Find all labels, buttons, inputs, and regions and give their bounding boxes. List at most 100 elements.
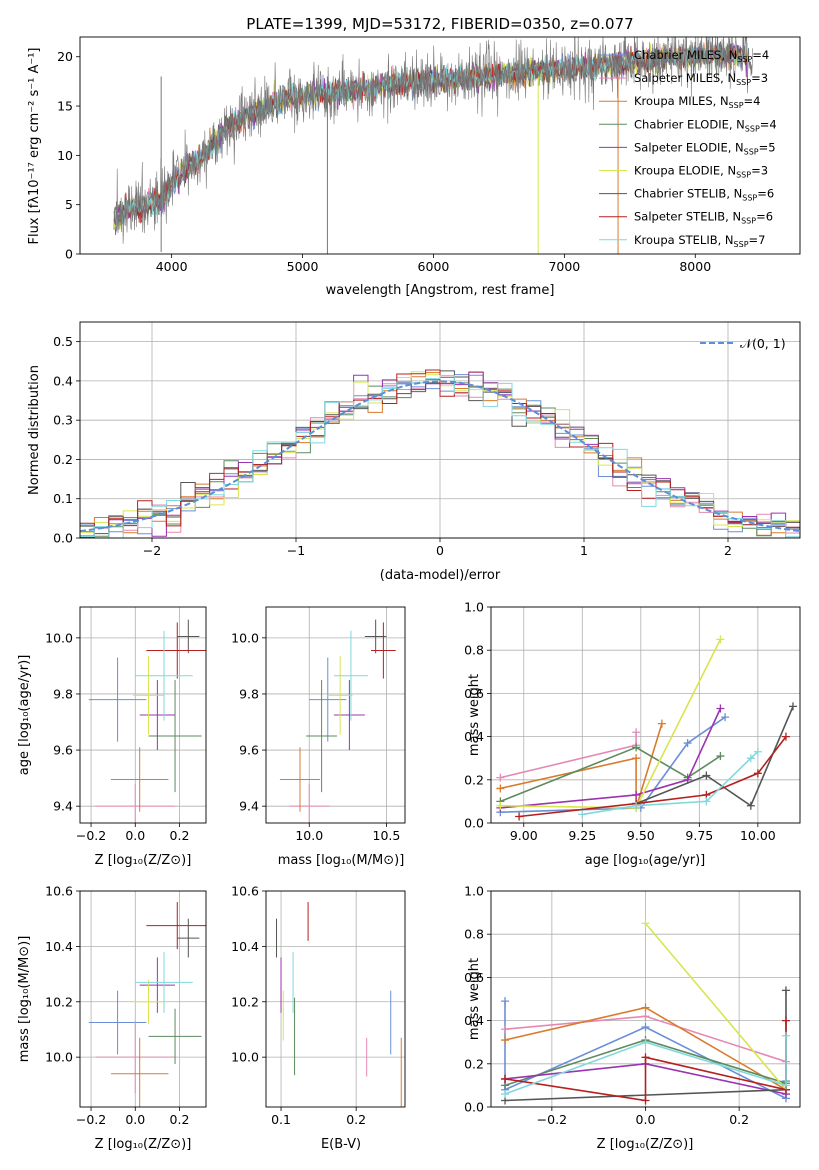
- weight-age-xlabel: age [log₁₀(age/yr)]: [585, 853, 706, 868]
- y-tick-label: 1.0: [464, 600, 484, 615]
- weight-lines: [496, 635, 797, 821]
- histogram-xlabel: (data-model)/error: [380, 568, 501, 583]
- axes-frame: [79, 36, 801, 255]
- weight-line-6: [644, 922, 787, 1091]
- weight-marker: [753, 747, 762, 756]
- x-tick-label: 0.2: [170, 1112, 190, 1127]
- x-tick-label: 9.00: [510, 828, 538, 843]
- weight-marker: [753, 769, 762, 778]
- weight-line-4: [500, 746, 721, 803]
- weight-marker: [641, 1003, 650, 1012]
- y-tick-label: 0.2: [464, 1056, 484, 1071]
- axes-frame: [490, 890, 801, 1108]
- weight-z-plot: −0.2 0.0 0.2 0.0 0.2 0.4 0.6 0.8 1.0: [464, 884, 801, 1127]
- weight-marker: [501, 1074, 510, 1083]
- errorbars: [276, 902, 402, 1107]
- y-tick-label: 0.1: [53, 491, 73, 506]
- legend-label: Salpeter STELIB, NSSP=6: [634, 210, 773, 226]
- spectrum-ylabel: Flux [fλ10⁻¹⁷ erg cm⁻² s⁻¹ A⁻¹]: [27, 48, 42, 245]
- weight-marker: [781, 1016, 790, 1025]
- spectrum-plot: 4000 5000 6000 7000 8000 0 5 10 15 20 Chabrier MIL…: [57, 36, 801, 274]
- weight-line-5: [500, 708, 722, 809]
- legend-label: Kroupa STELIB, NSSP=7: [634, 233, 765, 249]
- y-tick-label: 9.4: [239, 799, 259, 814]
- z-mass-xlabel: Z [log₁₀(Z/Z⊙)]: [95, 1137, 192, 1152]
- histogram-series-8: [80, 369, 800, 538]
- weight-age-plot: 9.00 9.25 9.50 9.75 10.00 0.0 0.2 0.4 0.6 0.8 1.0: [464, 600, 801, 843]
- y-tick-label: 10.6: [45, 884, 73, 899]
- y-tick-label: 9.8: [239, 686, 259, 701]
- weight-marker: [632, 801, 641, 810]
- x-tick-label: 0.2: [170, 828, 190, 843]
- weight-marker: [781, 1031, 790, 1040]
- legend-label: Salpeter MILES, NSSP=3: [634, 71, 768, 87]
- errorbars: [88, 619, 206, 823]
- weight-marker: [632, 790, 641, 799]
- y-tick-label: 10.6: [231, 884, 259, 899]
- y-tick-label: 0.3: [53, 413, 73, 428]
- spectrum-lines: [113, 37, 753, 254]
- z-age-xlabel: Z [log₁₀(Z/Z⊙)]: [95, 853, 192, 868]
- axes-frame: [265, 606, 406, 824]
- weight-marker: [515, 812, 524, 821]
- weight-marker: [702, 771, 711, 780]
- spectrum-xlabel: wavelength [Angstrom, rest frame]: [326, 283, 555, 298]
- weight-marker: [746, 754, 755, 763]
- x-tick-label: 6000: [418, 259, 450, 274]
- weight-line-3: [500, 723, 663, 809]
- weight-marker: [496, 784, 505, 793]
- weight-z-ylabel: mass weight: [467, 958, 482, 1040]
- legend-label: 𝒩(0, 1): [740, 336, 786, 351]
- x-tick-label: 0.1: [271, 1112, 291, 1127]
- weight-marker: [501, 1036, 510, 1045]
- weight-marker: [632, 728, 641, 737]
- y-tick-label: 0.5: [53, 334, 73, 349]
- x-tick-label: 2: [724, 543, 732, 558]
- y-tick-label: 0.8: [464, 927, 484, 942]
- y-tick-label: 0.0: [464, 1100, 484, 1115]
- x-tick-label: −2: [143, 543, 161, 558]
- histogram-bars: [80, 369, 800, 538]
- x-tick-label: −0.2: [537, 1112, 567, 1127]
- axes-frame: [265, 890, 406, 1108]
- legend-label: Chabrier ELODIE, NSSP=4: [634, 117, 777, 133]
- weight-marker: [641, 1096, 650, 1105]
- x-tick-label: 9.75: [685, 828, 713, 843]
- y-tick-label: 0: [65, 247, 73, 262]
- errorbars: [88, 902, 206, 1107]
- weight-marker: [641, 1038, 650, 1047]
- weight-marker: [641, 1023, 650, 1032]
- y-tick-label: 0.2: [53, 452, 73, 467]
- legend-label: Kroupa ELODIE, NSSP=3: [634, 164, 768, 180]
- y-tick-label: 10.0: [45, 1050, 73, 1065]
- mass-age-xlabel: mass [log₁₀(M/M⊙)]: [278, 853, 405, 868]
- y-tick-label: 9.4: [53, 799, 73, 814]
- weight-marker: [632, 754, 641, 763]
- x-tick-label: 9.50: [627, 828, 655, 843]
- y-tick-label: 10.4: [45, 939, 73, 954]
- x-tick-label: 0.0: [125, 1112, 145, 1127]
- y-tick-label: 0.0: [53, 531, 73, 546]
- x-tick-label: 5000: [287, 259, 319, 274]
- y-tick-label: 0.4: [464, 729, 484, 744]
- y-tick-label: 15: [57, 99, 73, 114]
- histogram-series-9: [80, 375, 800, 538]
- weight-marker: [781, 732, 790, 741]
- x-tick-label: 10.5: [373, 828, 401, 843]
- axes-frame: [79, 321, 801, 539]
- y-tick-label: 0.6: [464, 686, 484, 701]
- x-tick-label: −0.2: [76, 1112, 106, 1127]
- observed-spectrum: [113, 37, 753, 244]
- histogram-plot: −2 −1 0 1 2 0.0 0.1 0.2 0.3 0.4 0.5 𝒩(0, 1): [53, 321, 801, 558]
- weight-marker: [641, 919, 650, 928]
- weight-marker: [683, 739, 692, 748]
- axes-frame: [79, 606, 207, 824]
- ebv-mass-xlabel: E(B-V): [321, 1137, 361, 1152]
- z-mass-plot: −0.2 0.0 0.2 10.0 10.2 10.4 10.6: [45, 884, 207, 1127]
- y-tick-label: 0.4: [53, 373, 73, 388]
- weight-marker: [781, 986, 790, 995]
- y-tick-label: 0.0: [464, 816, 484, 831]
- weight-marker: [788, 702, 797, 711]
- x-tick-label: 7000: [548, 259, 580, 274]
- z-age-plot: −0.2 0.0 0.2 9.4 9.6 9.8 10.0: [45, 606, 207, 843]
